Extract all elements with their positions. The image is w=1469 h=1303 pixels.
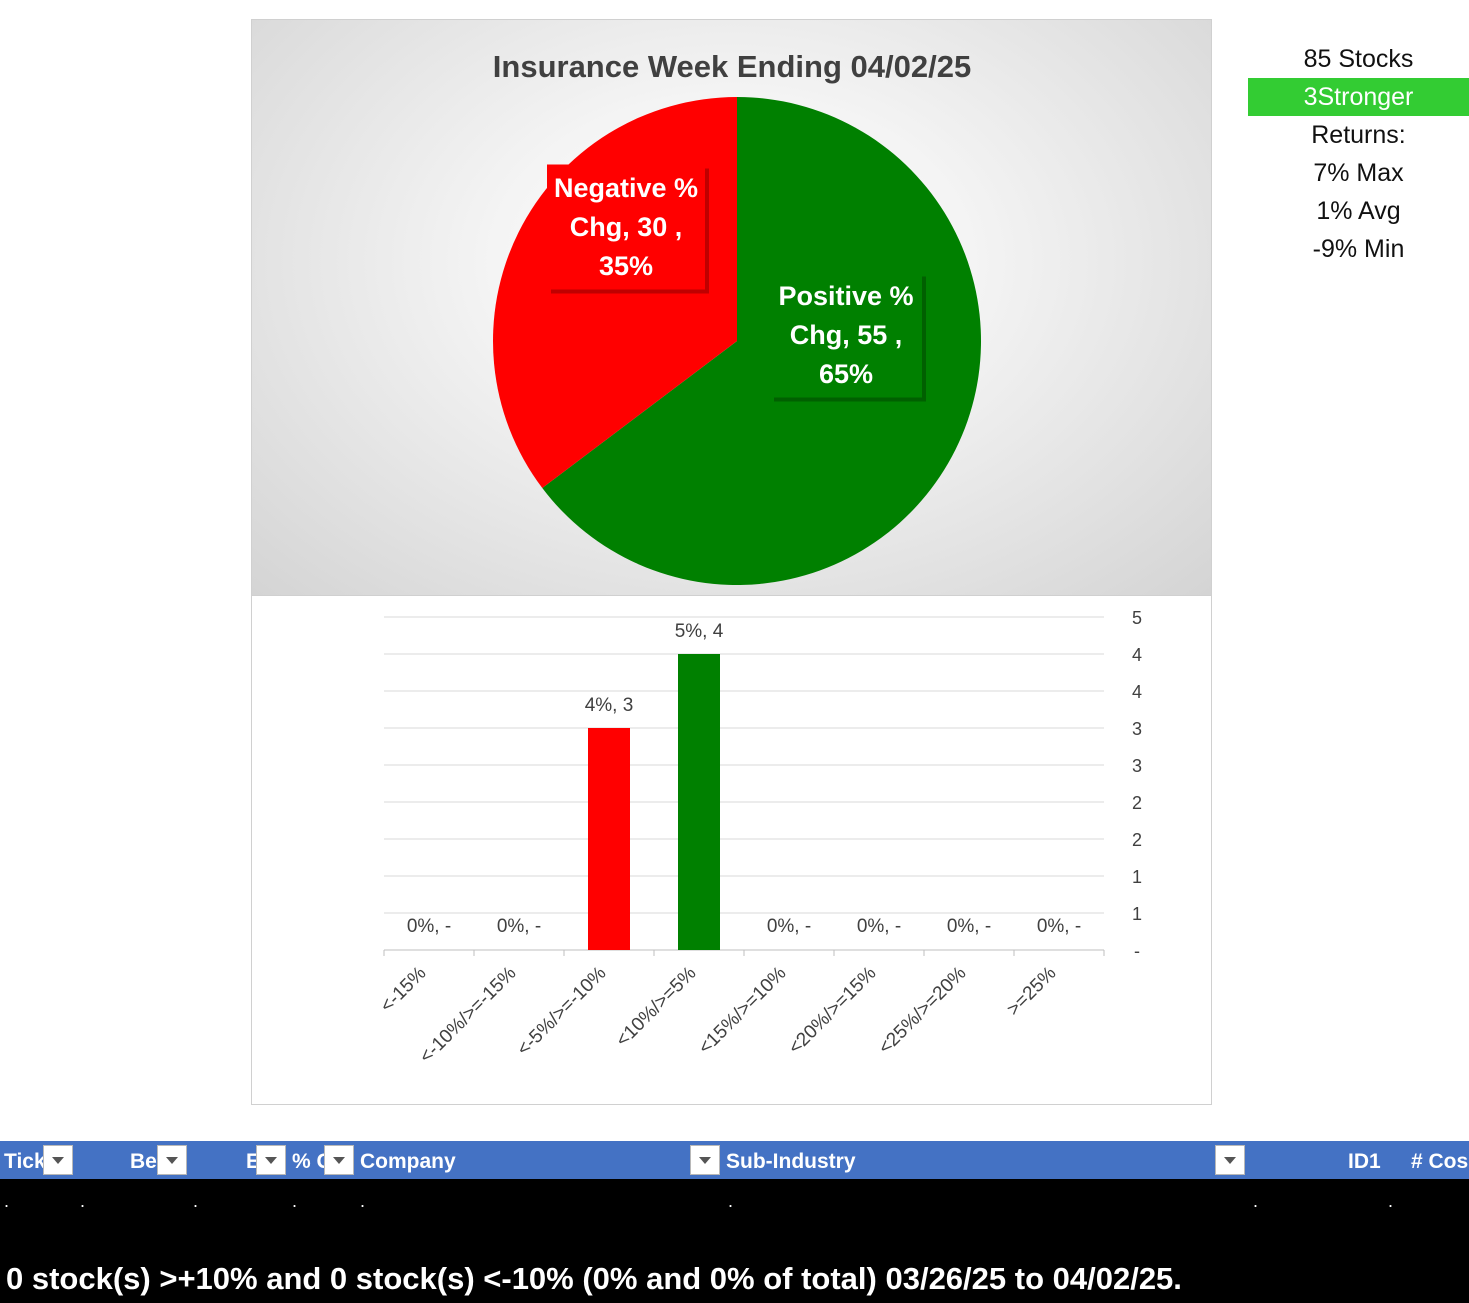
filter-e-button[interactable]: [256, 1145, 286, 1175]
y-tick-label: 3: [1132, 756, 1142, 776]
bar: [588, 728, 630, 950]
pie-chart: Insurance Week Ending 04/02/25 Positive …: [493, 49, 981, 586]
filter-sub-industry-button[interactable]: [1215, 1145, 1245, 1175]
category-label: <-5%/>=-10%: [513, 963, 610, 1060]
table-cell: .: [292, 1191, 298, 1211]
column-header-company: Company: [360, 1150, 456, 1173]
bar: [678, 654, 720, 950]
y-tick-label: 1: [1132, 904, 1142, 924]
bar-data-label: 0%, -: [1037, 916, 1081, 937]
column-header-ticker: Tick: [4, 1150, 44, 1173]
y-tick-label: -: [1134, 941, 1140, 961]
filter-company-button[interactable]: [690, 1145, 720, 1175]
bar-data-label: 0%, -: [407, 916, 451, 937]
pie-label-box: [547, 164, 705, 290]
bar-data-label: 4%, 3: [585, 695, 634, 716]
column-header-e: E: [246, 1150, 258, 1173]
y-tick-label: 4: [1132, 645, 1142, 665]
category-label: <-15%: [376, 963, 430, 1017]
filter-ticker-button[interactable]: [43, 1145, 73, 1175]
category-label: <10%/>=5%: [612, 963, 701, 1052]
table-cell: .: [728, 1191, 734, 1211]
summary-text: 0 stock(s) >+10% and 0 stock(s) <-10% (0…: [6, 1261, 1182, 1296]
pie-data-label: Negative % Chg, 30 , 35%: [554, 173, 698, 281]
column-header-cos: # Cos: [1411, 1150, 1469, 1173]
bar-data-label: 5%, 4: [675, 621, 724, 642]
stock-count: 85 Stocks: [1303, 45, 1414, 73]
table-header: Tick Be E % C Company Sub-Industry ID1 #…: [0, 1141, 1469, 1179]
returns-label: Returns:: [1311, 121, 1406, 149]
y-tick-label: 2: [1132, 793, 1142, 813]
chart-title: Insurance Week Ending 04/02/25: [493, 49, 971, 84]
filter-pct-chg-button[interactable]: [324, 1145, 354, 1175]
table-cell: .: [4, 1191, 10, 1211]
table-cell: .: [1253, 1191, 1259, 1211]
column-header-id1: ID1: [1348, 1150, 1381, 1173]
table-body: . . . . . . . . 0 stock(s) >+10% and 0 s…: [0, 1179, 1469, 1303]
pie-slice: [542, 97, 981, 586]
category-label: >=25%: [1003, 963, 1061, 1021]
table-cell: .: [193, 1191, 199, 1211]
table-cell: .: [1388, 1191, 1394, 1211]
return-max: 7% Max: [1313, 159, 1404, 187]
y-tick-label: 2: [1132, 830, 1142, 850]
bar-data-label: 0%, -: [767, 916, 811, 937]
bar-chart: 0%, - 0%, - 4%, 3 5%, 4 0%, - 0%, - 0%, - 0%, -…: [376, 608, 1142, 1068]
category-label: <25%/>=20%: [875, 963, 971, 1059]
column-header-sub-industry: Sub-Industry: [726, 1150, 856, 1173]
category-label: <15%/>=10%: [695, 963, 791, 1059]
table-cell: .: [360, 1191, 366, 1211]
side-stats: 85 Stocks 3Stronger Returns: 7% Max 1% A…: [1248, 40, 1469, 268]
column-header-be: Be: [130, 1150, 157, 1173]
strength-badge: 3Stronger: [1248, 78, 1469, 116]
y-tick-label: 4: [1132, 682, 1142, 702]
category-label: <20%/>=15%: [785, 963, 881, 1059]
bar-data-label: 0%, -: [857, 916, 901, 937]
table-cell: .: [80, 1191, 86, 1211]
y-tick-label: 3: [1132, 719, 1142, 739]
y-tick-label: 1: [1132, 867, 1142, 887]
bar-data-label: 0%, -: [947, 916, 991, 937]
pie-chart-panel: Insurance Week Ending 04/02/25 Positive …: [251, 19, 1212, 596]
column-header-pct-chg: % C: [292, 1150, 324, 1173]
pie-label-box: [770, 272, 922, 398]
bar-chart-panel: 0%, - 0%, - 4%, 3 5%, 4 0%, - 0%, - 0%, - 0%, -…: [251, 596, 1212, 1105]
category-label: <-10%/>=-15%: [416, 963, 521, 1068]
return-min: -9% Min: [1312, 235, 1405, 263]
pie-data-label: Positive % Chg, 55 , 65%: [778, 281, 913, 389]
bar-data-label: 0%, -: [497, 916, 541, 937]
return-avg: 1% Avg: [1316, 197, 1401, 225]
y-tick-label: 5: [1132, 608, 1142, 628]
filter-be-button[interactable]: [157, 1145, 187, 1175]
